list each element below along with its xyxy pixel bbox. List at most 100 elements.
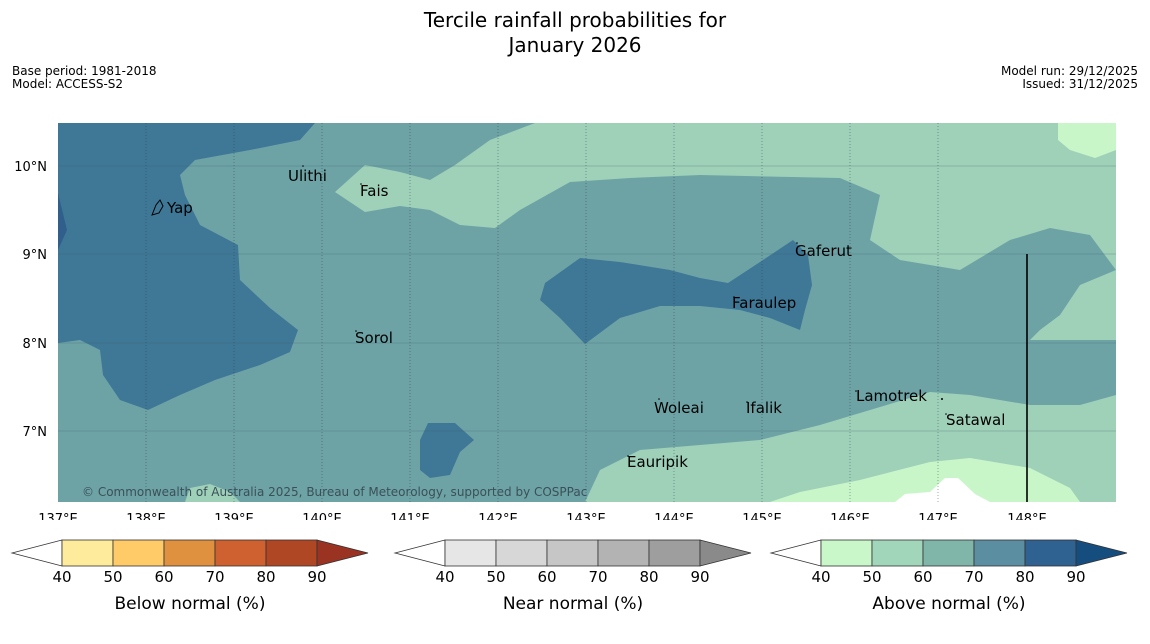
tick: 90 [1066,568,1086,586]
colorbar-max-triangle [699,539,752,567]
colorbar-min-triangle [393,539,446,567]
colorbar-segment [265,539,318,567]
tick: 90 [307,568,327,586]
zone-above-70-south [420,423,474,478]
place-fais: Fais [360,182,389,200]
lon-label-141e: 141°E [390,512,430,520]
legend-above-normal: 40 50 60 70 80 90 Above normal (%) [769,538,1129,638]
place-lamotrek: Lamotrek [856,387,927,405]
tick: 40 [435,568,455,586]
map-figure: Yap Ulithi Fais Gaferut Faraulep Sorol L… [14,123,1116,520]
legend-below-normal: 40 50 60 70 80 90 Below normal (%) [10,538,370,638]
place-satawal: Satawal [946,411,1005,429]
place-ifalik: Ifalik [746,399,782,417]
legend-label-below: Below normal (%) [114,594,266,614]
colorbar-max-triangle [316,539,369,567]
place-eauripik: Eauripik [627,453,688,471]
tick: 80 [639,568,659,586]
colorbar-segment [871,539,924,567]
zone-white-south [895,478,990,502]
lat-label-8n: 8°N [23,337,48,352]
lat-label-10n: 10°N [14,160,47,175]
tick: 60 [913,568,933,586]
lon-label-142e: 142°E [478,512,518,520]
yap-island-shape [151,199,164,216]
latitude-gridlines [58,165,1116,432]
colorbar-below [10,539,369,567]
map-area[interactable]: Yap Ulithi Fais Gaferut Faraulep Sorol L… [58,123,1116,502]
tick: 70 [205,568,225,586]
longitude-gridlines [145,123,939,502]
lon-label-146e: 146°E [830,512,870,520]
tick: 80 [256,568,276,586]
colorbar-max-triangle [1075,539,1128,567]
tick: 70 [588,568,608,586]
lon-label-139e: 139°E [214,512,254,520]
zone-above-50-sw [185,484,240,502]
lon-label-145e: 145°E [742,512,782,520]
colorbar-near [393,539,752,567]
zone-above-80-west [58,193,67,250]
tick: 90 [690,568,710,586]
tick: 60 [154,568,174,586]
colorbar-segment [214,539,267,567]
ticks-near: 40 50 60 70 80 90 [393,568,753,586]
lon-label-137e: 137°E [38,512,78,520]
place-names: Yap Ulithi Fais Gaferut Faraulep Sorol L… [166,165,1005,471]
title-line-2: January 2026 [508,33,642,57]
colorbar-segment [546,539,599,567]
copyright-notice: © Commonwealth of Australia 2025, Bureau… [82,485,587,499]
tick: 50 [486,568,506,586]
lon-label-138e: 138°E [126,512,166,520]
meta-left: Base period: 1981-2018 Model: ACCESS-S2 [12,65,157,91]
longitude-labels: 137°E 138°E 139°E 140°E 141°E 142°E 143°… [38,512,1047,520]
colorbar-segment [61,539,114,567]
legend-label-above: Above normal (%) [872,594,1026,614]
colorbar-above [769,539,1128,567]
tick: 70 [964,568,984,586]
tick: 50 [862,568,882,586]
zone-above-70-center [540,240,812,344]
lat-label-7n: 7°N [23,425,48,440]
legend-label-near: Near normal (%) [502,594,644,614]
place-ulithi: Ulithi [288,167,327,185]
base-period: Base period: 1981-2018 [12,64,157,78]
latitude-labels: 10°N 9°N 8°N 7°N [14,160,47,440]
colorbar-min-triangle [10,539,63,567]
place-sorol: Sorol [355,329,393,347]
lon-label-148e: 148°E [1007,512,1047,520]
colorbar-segment [112,539,165,567]
place-gaferut: Gaferut [795,242,852,260]
colorbar-segment [495,539,548,567]
tick: 40 [52,568,72,586]
tick: 40 [811,568,831,586]
zone-above-50-north [335,123,1116,270]
zone-above-70-west [58,123,315,410]
ticks-below: 40 50 60 70 80 90 [10,568,370,586]
colorbar-segment [973,539,1026,567]
model-run: Model run: 29/12/2025 [1000,64,1138,78]
colorbar-segment [820,539,873,567]
colorbar-segment [444,539,497,567]
issued-date: Issued: 31/12/2025 [1022,77,1138,91]
lon-label-140e: 140°E [302,512,342,520]
legend-near-normal: 40 50 60 70 80 90 Near normal (%) [393,538,753,638]
colorbar-segment [648,539,701,567]
lon-label-147e: 147°E [918,512,958,520]
tick: 50 [103,568,123,586]
lon-label-143e: 143°E [566,512,606,520]
lat-label-9n: 9°N [23,248,48,263]
ticks-above: 40 50 60 70 80 90 [769,568,1129,586]
place-woleai: Woleai [654,399,704,417]
tick: 80 [1015,568,1035,586]
tick: 60 [537,568,557,586]
zone-light-green-south [770,458,1080,502]
map-title: Tercile rainfall probabilities for Janua… [0,8,1150,58]
lon-label-144e: 144°E [654,512,694,520]
colorbar-min-triangle [769,539,822,567]
title-line-1: Tercile rainfall probabilities for [423,8,727,32]
place-yap: Yap [166,199,193,217]
colorbar-segment [597,539,650,567]
colorbar-segment [163,539,216,567]
meta-right: Model run: 29/12/2025 Issued: 31/12/2025 [1001,65,1138,91]
